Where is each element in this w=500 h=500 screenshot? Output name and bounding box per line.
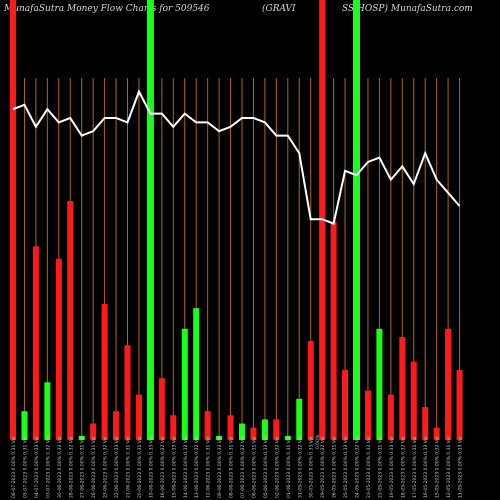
money-flow-bar — [387, 394, 394, 440]
money-flow-bar — [330, 221, 337, 440]
money-flow-bar — [67, 201, 74, 440]
money-flow-bar — [113, 411, 120, 440]
axis-note: 0.00% — [315, 434, 321, 449]
money-flow-bar — [21, 411, 28, 440]
x-tick-label: 06-06-2023 0.00% 0.31 Vol — [251, 437, 257, 499]
money-flow-bar — [273, 419, 280, 440]
x-tick-label: 27-06-2023 0.00% 0.31 Vol — [80, 437, 86, 499]
x-tick-label: 06-07-2023 0.00% 0.31 Vol — [11, 437, 17, 499]
x-tick-label: 15-05-2023 0.00% 0.32 Vol — [435, 437, 441, 499]
money-flow-bar — [10, 0, 16, 440]
x-tick-label: 31-05-2023 0.00% 0.32 Vol — [297, 437, 303, 499]
money-flow-bar — [284, 435, 291, 440]
money-flow-bar — [296, 398, 303, 440]
x-tick-label: 29-05-2023 0.00% 0.32 Vol — [320, 437, 326, 499]
x-tick-label: 19-05-2023 0.00% 0.33 Vol — [389, 437, 395, 499]
x-tick-label: 05-06-2023 0.00% 0.33 Vol — [263, 437, 269, 499]
money-flow-bar — [410, 361, 417, 440]
money-flow-bar — [90, 423, 97, 440]
money-flow-bar — [193, 308, 200, 440]
chart-title-center: (GRAVI — [262, 4, 296, 14]
money-flow-bar — [422, 407, 429, 440]
money-flow-bar — [227, 415, 234, 440]
x-tick-label: 16-05-2023 0.00% 0.33 Vol — [423, 437, 429, 499]
money-flow-bar — [78, 435, 85, 440]
money-flow-bar — [399, 337, 406, 440]
x-tick-label: 13-06-2023 0.00% 0.32 Vol — [194, 437, 200, 499]
money-flow-bar — [101, 304, 108, 440]
money-flow-bar — [364, 390, 371, 440]
money-flow-bar — [32, 246, 39, 440]
x-tick-label: 26-05-2023 0.00% 0.31 Vol — [332, 437, 338, 499]
x-tick-label: 18-05-2023 0.00% 0.32 Vol — [400, 437, 406, 499]
x-tick-label: 19-06-2023 0.00% 0.33 Vol — [148, 437, 154, 499]
x-tick-label: 24-05-2023 0.00% 0.32 Vol — [355, 437, 361, 499]
x-tick-label: 11-05-2023 0.00% 0.33 Vol — [458, 437, 464, 499]
x-tick-label: 03-07-2023 0.00% 0.32 Vol — [45, 437, 51, 499]
money-flow-bar — [216, 435, 223, 440]
x-tick-label: 26-06-2023 0.00% 0.31 Vol — [91, 437, 97, 499]
x-tick-label: 17-05-2023 0.00% 0.31 Vol — [412, 437, 418, 499]
x-tick-label: 21-06-2023 0.00% 0.31 Vol — [126, 437, 132, 499]
x-tick-label: 07-06-2023 0.00% 0.32 Vol — [240, 437, 246, 499]
x-tick-label: 08-06-2023 0.00% 0.31 Vol — [229, 437, 235, 499]
chart-title-right: SS HOSP) MunafaSutra.com — [342, 4, 473, 14]
x-tick-label: 14-06-2023 0.00% 0.32 Vol — [183, 437, 189, 499]
x-tick-label: 23-05-2023 0.00% 0.32 Vol — [366, 437, 372, 499]
x-tick-label: 09-06-2023 0.00% 0.33 Vol — [217, 437, 223, 499]
money-flow-bar — [342, 369, 349, 440]
chart-title-left: MunafaSutra Money Flow Charts for 509546 — [4, 4, 210, 14]
x-tick-label: 05-07-2023 0.00% 0.31 Vol — [22, 437, 28, 499]
money-flow-bar — [433, 427, 440, 440]
money-flow-bar — [181, 328, 188, 440]
money-flow-bar — [307, 341, 314, 440]
money-flow-bar — [376, 328, 383, 440]
x-tick-label: 20-06-2023 0.00% 0.31 Vol — [137, 437, 143, 499]
money-flow-bar — [170, 415, 177, 440]
money-flow-bar — [239, 423, 245, 440]
money-flow-bar — [44, 382, 51, 440]
x-tick-label: 28-06-2023 0.00% 0.32 Vol — [68, 437, 74, 499]
x-tick-label: 15-06-2023 0.00% 0.33 Vol — [171, 437, 177, 499]
x-tick-label: 16-06-2023 0.00% 0.32 Vol — [160, 437, 166, 499]
money-flow-bar — [146, 0, 154, 440]
x-tick-label: 30-06-2023 0.00% 0.33 Vol — [57, 437, 63, 499]
money-flow-bar — [456, 369, 463, 440]
money-flow-bar — [250, 427, 257, 440]
x-tick-label: 12-05-2023 0.00% 0.31 Vol — [446, 437, 452, 499]
price-line — [12, 89, 461, 225]
money-flow-bar — [204, 411, 211, 440]
money-flow-bar — [135, 394, 142, 440]
x-tick-label: 22-06-2023 0.00% 0.33 Vol — [114, 437, 120, 499]
x-tick-label: 02-06-2023 0.00% 0.32 Vol — [274, 437, 280, 499]
money-flow-bar — [353, 0, 360, 440]
money-flow-bar — [445, 328, 452, 440]
money-flow-bar — [55, 258, 62, 440]
x-tick-label: 04-07-2023 0.00% 0.33 Vol — [34, 437, 40, 499]
x-tick-label: 25-05-2023 0.00% 0.33 Vol — [343, 437, 349, 499]
x-tick-label: 30-05-2023 0.00% 0.33 Vol — [309, 437, 315, 499]
x-tick-label: 01-06-2023 0.00% 0.31 Vol — [286, 437, 292, 499]
x-tick-label: 22-05-2023 0.00% 0.31 Vol — [377, 437, 383, 499]
money-flow-bar — [124, 345, 131, 440]
x-tick-label: 12-06-2023 0.00% 0.31 Vol — [206, 437, 212, 499]
money-flow-bar — [158, 378, 165, 440]
money-flow-bar — [261, 419, 268, 440]
x-tick-label: 23-06-2023 0.00% 0.32 Vol — [103, 437, 109, 499]
